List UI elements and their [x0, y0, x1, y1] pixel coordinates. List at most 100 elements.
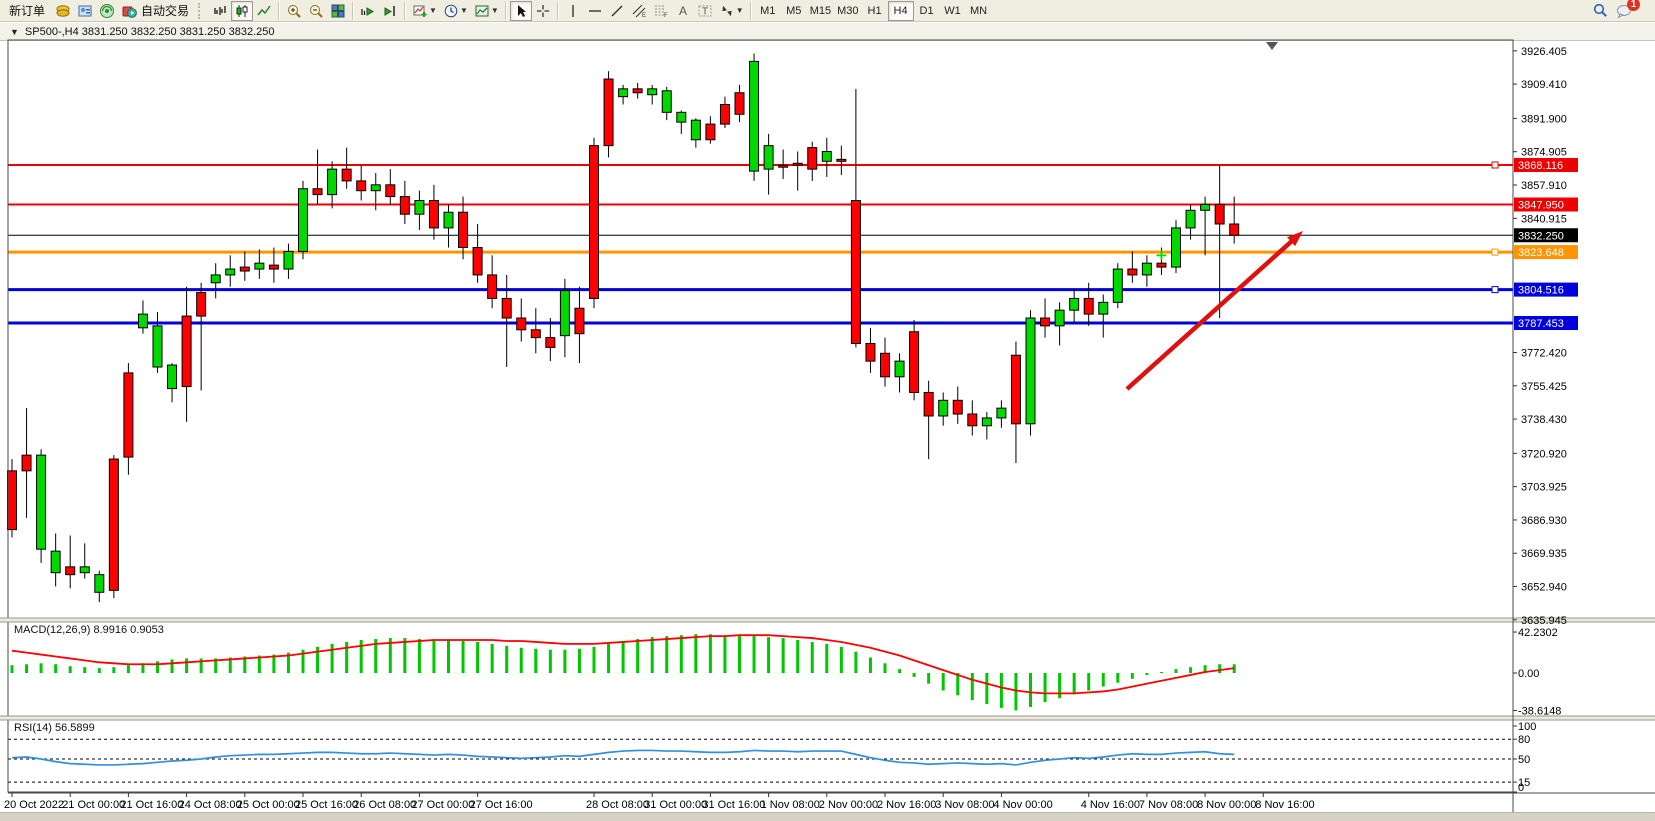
price-tick-label: 3874.905 — [1521, 147, 1567, 159]
market-watch-button[interactable] — [74, 1, 96, 21]
pane-borders — [0, 39, 1655, 812]
macd-histogram-bar — [185, 658, 189, 673]
candle-body — [210, 274, 221, 284]
candle-body — [1010, 354, 1021, 425]
timeframe-button-M5[interactable]: M5 — [786, 4, 802, 17]
candle-body — [487, 274, 498, 299]
horizontal-price-lines[interactable] — [8, 161, 1513, 325]
bar-chart-button[interactable] — [209, 1, 231, 21]
candle-body — [428, 199, 439, 229]
candle-body — [443, 211, 454, 229]
macd-histogram-bar — [941, 673, 945, 691]
macd-histogram-bar — [694, 634, 698, 673]
macd-histogram-bar — [898, 669, 902, 673]
candle-body — [370, 184, 381, 192]
timeframe-button-H1[interactable]: H1 — [867, 4, 882, 17]
macd-histogram-bar — [228, 657, 232, 673]
timeframe-button-D1[interactable]: D1 — [919, 4, 934, 17]
candle-body — [65, 566, 76, 576]
line-chart-button[interactable] — [253, 1, 275, 21]
candle-body — [589, 145, 599, 299]
coins-icon-button[interactable] — [52, 1, 74, 21]
chart-title-bar[interactable]: ▼ SP500-,H4 3831.250 3832.250 3831.250 3… — [0, 22, 1655, 41]
notifications-button[interactable]: 1 — [1612, 0, 1649, 21]
timeframe-button-M15[interactable]: M15 — [809, 4, 832, 17]
signal-icon — [100, 3, 115, 18]
candle-body — [574, 307, 585, 335]
auto-scroll-icon — [361, 6, 375, 16]
horizontal-line-button[interactable] — [584, 1, 606, 21]
price-line-label: 3868.116 — [1518, 160, 1563, 172]
new-order-button[interactable]: 新订单 — [2, 1, 52, 21]
tile-windows-button[interactable] — [327, 1, 349, 21]
search-button[interactable] — [1589, 1, 1612, 21]
macd-histogram-bar — [1043, 673, 1047, 703]
text-label-button[interactable]: T — [694, 1, 716, 21]
arrows-icon — [722, 5, 732, 16]
periods-button[interactable]: ▼ — [440, 1, 471, 21]
trendline-button[interactable] — [606, 1, 628, 21]
candle-body — [530, 329, 541, 339]
candle-body — [909, 331, 920, 393]
chart-menu-icon[interactable]: ▼ — [10, 26, 19, 37]
chart-shift-button[interactable] — [379, 1, 401, 21]
macd-histogram-bar — [432, 640, 436, 673]
macd-histogram-bar — [54, 664, 58, 673]
timeframe-button-H4[interactable]: H4 — [887, 0, 914, 21]
timeframe-button-M1[interactable]: M1 — [760, 4, 776, 17]
time-tick-label: 27 Oct 00:00 — [411, 799, 474, 811]
price-tick-label: 3738.430 — [1521, 414, 1567, 426]
candle-body — [559, 290, 570, 337]
auto-trading-button[interactable]: 自动交易 — [118, 1, 196, 21]
price-tick-label: 3840.915 — [1521, 213, 1567, 225]
vertical-line-button[interactable] — [562, 1, 584, 21]
text-button[interactable]: A — [672, 1, 694, 21]
equidistant-channel-button[interactable]: E — [628, 1, 650, 21]
candle-body — [880, 352, 890, 378]
pane-separator — [0, 716, 1655, 720]
templates-button[interactable]: ▼ — [471, 1, 502, 21]
zoom-in-icon — [288, 4, 301, 18]
candle-body — [385, 184, 396, 198]
macd-histogram-bar — [912, 673, 916, 677]
auto-scroll-button[interactable] — [357, 1, 379, 21]
candle-body — [821, 151, 832, 162]
candle-body — [676, 111, 687, 123]
time-tick-label: 28 Oct 08:00 — [586, 799, 649, 811]
price-axis[interactable]: 3868.116 3847.950 3832.250 3823.648 3804.516… — [1513, 46, 1578, 794]
price-tick-label: 3720.920 — [1521, 448, 1567, 460]
arrows-button[interactable]: ▼ — [716, 1, 747, 21]
macd-histogram-bar — [97, 668, 101, 673]
chart-area[interactable]: 3868.116 3847.950 3832.250 3823.648 3804.516… — [0, 39, 1655, 812]
chevron-down-icon: ▼ — [459, 6, 468, 15]
price-tick-label: 3926.405 — [1521, 46, 1567, 58]
cursor-button[interactable] — [509, 0, 532, 21]
macd-histogram-bar — [810, 641, 814, 673]
zoom-in-button[interactable] — [283, 1, 305, 21]
timeframe-button-W1[interactable]: W1 — [944, 4, 961, 17]
macd-histogram-bar — [1072, 673, 1076, 695]
macd-histogram-bar — [636, 639, 640, 673]
timeframe-button-MN[interactable]: MN — [969, 4, 988, 17]
toolbar-separator — [556, 1, 559, 20]
macd-histogram-bar — [1101, 673, 1105, 687]
indicators-button[interactable]: ▼ — [409, 1, 440, 21]
macd-histogram-bar — [243, 656, 247, 673]
toolbar-separator — [749, 1, 752, 20]
macd-histogram-bar — [1218, 664, 1222, 673]
price-tick-label: 3891.900 — [1521, 113, 1567, 125]
candle-body — [36, 454, 47, 550]
toolbar-right-icons: 1 — [1589, 0, 1649, 21]
zoom-out-button[interactable] — [305, 1, 327, 21]
annotations[interactable] — [1125, 42, 1303, 391]
pane-border — [7, 621, 1514, 717]
candle-body — [1112, 268, 1123, 303]
crosshair-button[interactable] — [532, 1, 554, 21]
timeframe-button-M30[interactable]: M30 — [837, 4, 859, 17]
price-tick-label: 3857.910 — [1521, 180, 1567, 192]
signals-button[interactable] — [96, 1, 118, 21]
fibonacci-button[interactable]: F — [650, 1, 672, 21]
price-line-label: 3787.453 — [1518, 318, 1564, 330]
candle-chart-button[interactable] — [231, 0, 254, 21]
